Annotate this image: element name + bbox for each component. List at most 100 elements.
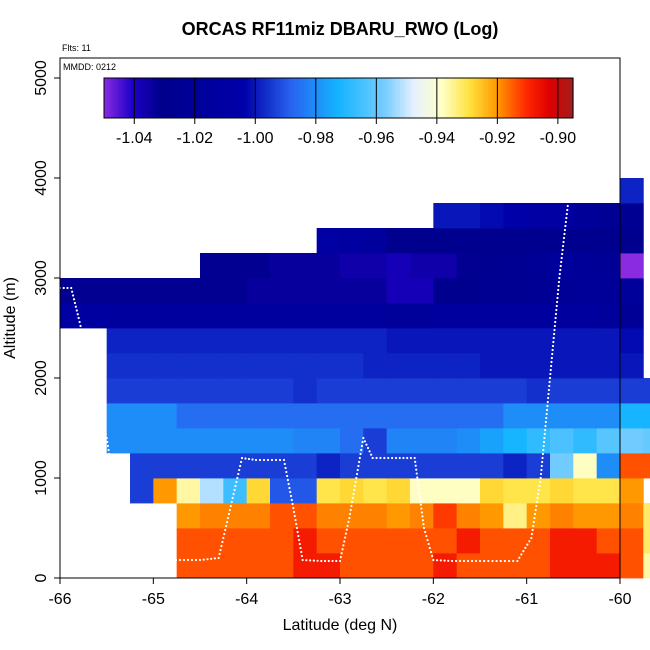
heatmap-cell <box>456 278 481 304</box>
flight-track-point <box>350 504 353 508</box>
colorbar-swatch <box>227 78 231 118</box>
flight-track-point <box>190 558 194 562</box>
heatmap-cell <box>456 528 481 554</box>
colorbar-swatch <box>174 78 178 118</box>
heatmap-cell <box>526 353 551 379</box>
flight-track-point <box>97 400 100 404</box>
heatmap-cell <box>270 528 294 554</box>
heatmap-cell <box>503 303 528 329</box>
flight-track-point <box>247 457 251 461</box>
flight-track-point <box>391 456 394 460</box>
colorbar-swatch <box>529 78 533 118</box>
colorbar-swatch <box>274 78 278 118</box>
heatmap-cell <box>200 428 224 454</box>
flight-track-point <box>75 309 78 312</box>
colorbar-swatch <box>309 78 313 118</box>
flight-track-point <box>220 544 223 548</box>
colorbar-swatch <box>564 78 568 118</box>
x-tick-label: -64 <box>235 591 258 608</box>
flight-track-point <box>557 284 560 288</box>
heatmap-cell <box>153 353 178 379</box>
colorbar-swatch <box>458 78 463 118</box>
flight-track-point <box>293 514 296 518</box>
colorbar-swatch <box>186 78 190 118</box>
x-tick-label: -61 <box>515 591 538 608</box>
flight-track-point <box>327 559 330 563</box>
colorbar-swatch <box>411 78 416 118</box>
heatmap-cell <box>550 428 574 454</box>
flight-track-point <box>550 360 553 364</box>
colorbar-tick-label: -0.96 <box>358 130 395 147</box>
flight-track-point <box>499 559 502 563</box>
flight-track-point <box>163 558 166 562</box>
heatmap-cell <box>200 528 224 554</box>
colorbar-swatch <box>402 78 407 118</box>
flight-track-point <box>418 495 421 498</box>
flight-track-point <box>415 468 418 471</box>
flight-track-point <box>474 559 478 563</box>
heatmap-cell <box>106 378 131 404</box>
colorbar-swatch <box>180 78 184 118</box>
heatmap-cell <box>596 503 621 529</box>
heatmap-cell <box>340 553 364 579</box>
heatmap-cell <box>246 428 271 454</box>
heatmap-cell <box>480 353 504 379</box>
colorbar-swatch <box>414 78 419 118</box>
flight-track-point <box>338 559 342 563</box>
x-tick-label: -60 <box>608 591 631 608</box>
flight-track-point <box>231 496 234 500</box>
heatmap-cell <box>550 253 574 279</box>
heatmap-cell <box>106 303 131 329</box>
colorbar-swatch <box>385 78 389 118</box>
flight-track-point <box>251 458 254 461</box>
flight-track-point <box>419 499 422 502</box>
colorbar-swatch <box>294 78 299 118</box>
flight-track-point <box>536 496 539 500</box>
heatmap-cell <box>573 303 598 329</box>
flight-track-point <box>108 456 111 460</box>
flight-track-point <box>561 248 564 252</box>
flight-track-point <box>106 444 110 448</box>
colorbar-swatch <box>271 78 275 118</box>
flight-track-point <box>356 468 359 472</box>
flight-track-point <box>323 559 327 563</box>
heatmap-cell <box>316 278 341 304</box>
heatmap-cell <box>363 528 388 554</box>
heatmap-cell <box>526 303 551 329</box>
heatmap-cell <box>503 553 528 579</box>
heatmap-cell <box>573 253 598 279</box>
chart-title: ORCAS RF11miz DBARU_RWO (Log) <box>182 19 499 39</box>
heatmap-cell <box>620 403 644 429</box>
flight-track-point <box>352 492 355 496</box>
flight-track-point <box>286 478 289 482</box>
flight-track-point <box>113 488 116 492</box>
heatmap-cell <box>246 553 271 579</box>
flight-track-point <box>351 500 354 504</box>
colorbar-swatch <box>570 78 574 118</box>
flight-track-point <box>548 376 552 380</box>
heatmap-cell <box>573 428 598 454</box>
heatmap-cell <box>246 328 271 354</box>
colorbar-swatch <box>394 78 398 118</box>
flight-track-point <box>530 532 534 536</box>
heatmap-cell <box>153 453 178 479</box>
flight-track-point <box>561 252 564 256</box>
heatmap-cell <box>386 378 411 404</box>
flight-track-point <box>478 559 482 563</box>
colorbar-swatch <box>473 78 477 118</box>
flight-track-point <box>532 520 535 524</box>
heatmap-cell <box>363 403 388 429</box>
date-annotation: MMDD: 0212 <box>63 62 116 72</box>
colorbar-swatch <box>139 78 143 118</box>
heatmap-cell <box>223 303 248 329</box>
flight-track-point <box>563 232 566 236</box>
flight-track-point <box>262 458 266 462</box>
heatmap-cell <box>386 253 411 279</box>
flight-track-point <box>96 396 99 400</box>
flight-track-point <box>288 486 291 490</box>
heatmap-cell <box>316 478 341 504</box>
colorbar-swatch <box>177 78 181 118</box>
heatmap-cell <box>130 303 154 329</box>
flight-track-point <box>228 508 231 512</box>
flight-track-point <box>223 532 226 536</box>
